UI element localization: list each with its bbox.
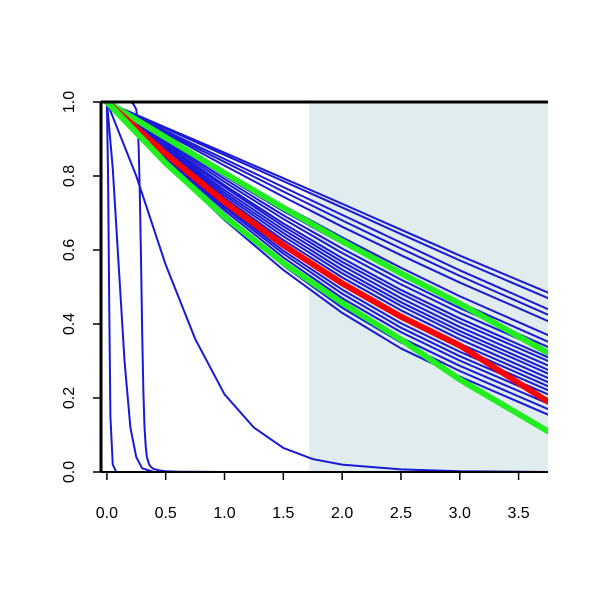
y-tick-label: 0.8 <box>61 165 78 187</box>
series-line-blue-17 <box>105 102 548 375</box>
series-line-blue-15 <box>105 102 548 367</box>
series-line-blue-3 <box>105 102 548 472</box>
x-tick-label: 3.0 <box>449 505 471 522</box>
series-line-blue-13 <box>105 102 548 359</box>
series-line-blue-16 <box>105 102 548 371</box>
y-tick-label: 0.2 <box>61 387 78 409</box>
series-line-blue-4 <box>105 102 548 323</box>
series-line-blue-8 <box>105 102 548 294</box>
y-tick-label: 0.4 <box>61 313 78 335</box>
y-tick-label: 1.0 <box>61 91 78 113</box>
series-line-blue-5 <box>105 102 548 316</box>
series-line-blue-23 <box>105 102 548 400</box>
ticks: 0.0 0.5 1.0 1.5 2.0 2.5 3.0 3.5 0.0 0.2 0.4 0.6 0.8 1… <box>61 91 530 522</box>
y-tick-label: 0.6 <box>61 239 78 261</box>
series-line-green-29 <box>103 102 548 435</box>
x-tick-label: 0.0 <box>96 505 118 522</box>
series-line-green-27 <box>103 102 548 356</box>
x-tick-label: 2.5 <box>390 505 412 522</box>
x-tick-label: 1.5 <box>272 505 294 522</box>
series-line-blue-14 <box>105 102 548 362</box>
series-line-blue-1 <box>105 102 226 472</box>
series-line-blue-11 <box>105 102 548 348</box>
x-tick-label: 1.0 <box>213 505 235 522</box>
series-line-blue-12 <box>105 102 548 353</box>
y-tick-label: 0.0 <box>61 461 78 483</box>
series-layer <box>103 102 548 472</box>
x-tick-label: 3.5 <box>507 505 529 522</box>
x-tick-label: 0.5 <box>155 505 177 522</box>
series-line-blue-7 <box>105 102 548 300</box>
series-line-red-28 <box>103 102 548 405</box>
axes <box>99 100 548 473</box>
x-tick-label: 2.0 <box>331 505 353 522</box>
series-line-blue-0 <box>105 102 122 472</box>
series-line-blue-6 <box>105 102 548 311</box>
